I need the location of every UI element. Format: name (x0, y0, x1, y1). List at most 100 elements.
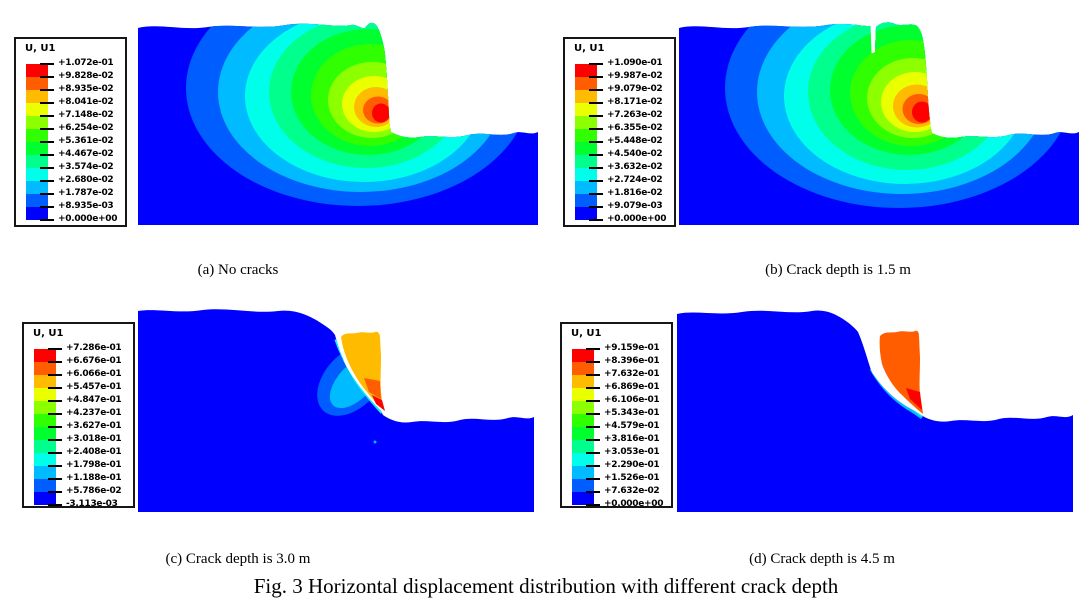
legend-tick (40, 63, 54, 65)
legend-colorbar: +7.286e-01 +6.676e-01 +6.066e-01 +5.457e-01… (34, 343, 132, 509)
legend-colorbar: +1.090e-01 +9.987e-02 +9.079e-02 +8.171e-02… (575, 58, 673, 224)
legend-tick (48, 400, 62, 402)
legend-color-swatch (572, 466, 594, 479)
legend-tick (48, 361, 62, 363)
legend-tick (589, 167, 603, 169)
legend-color-swatch (34, 453, 56, 466)
legend-color-swatch (575, 168, 597, 181)
legend-tick (586, 426, 600, 428)
legend-color-swatch (572, 453, 594, 466)
legend-tick (40, 180, 54, 182)
contour-plot-crack-3-0m (138, 309, 534, 512)
legend-tick (48, 478, 62, 480)
legend-tick (589, 141, 603, 143)
legend-color-swatch (572, 479, 594, 492)
legend-color-swatch (575, 64, 597, 77)
sliding-block-inner-band (364, 378, 381, 399)
legend-value: +1.526e-01 (604, 473, 660, 483)
legend-color-swatch (575, 155, 597, 168)
legend-tick (586, 465, 600, 467)
legend-tick (40, 154, 54, 156)
legend-value: +9.828e-02 (58, 71, 114, 81)
legend-color-swatch (26, 77, 48, 90)
legend-value: +3.632e-02 (607, 162, 663, 172)
legend-color-swatch (572, 375, 594, 388)
legend-color-swatch (34, 492, 56, 505)
legend-value: +0.000e+00 (604, 499, 664, 509)
legend-color-swatch (572, 362, 594, 375)
legend-color-swatch (575, 116, 597, 129)
caption-panel-d: (d) Crack depth is 4.5 m (749, 551, 895, 567)
legend-tick (40, 128, 54, 130)
legend-tick (589, 89, 603, 91)
legend-color-swatch (26, 155, 48, 168)
contour-plot-crack-4-5m (677, 310, 1073, 512)
legend-tick (589, 206, 603, 208)
legend-value: +5.343e-01 (604, 408, 660, 418)
legend-value: +3.018e-01 (66, 434, 122, 444)
legend-color-swatch (572, 492, 594, 505)
legend-color-swatch (26, 207, 48, 220)
legend-color-swatch (575, 142, 597, 155)
legend-value: +2.680e-02 (58, 175, 114, 185)
legend-value: +5.361e-02 (58, 136, 114, 146)
legend-tick (40, 89, 54, 91)
legend-tick (586, 400, 600, 402)
legend-value: +6.676e-01 (66, 356, 122, 366)
legend-tick (40, 219, 54, 221)
legend-color-swatch (34, 440, 56, 453)
legend-value: +0.000e+00 (58, 214, 118, 224)
legend-color-swatch (34, 375, 56, 388)
legend-tick (586, 452, 600, 454)
legend-tick (40, 206, 54, 208)
sliding-block-max-band (372, 395, 385, 411)
legend-tick (48, 491, 62, 493)
legend-color-swatch (34, 401, 56, 414)
legend-value: +7.632e-02 (604, 486, 660, 496)
legend-tick (586, 478, 600, 480)
legend-tick (48, 387, 62, 389)
legend-value: +9.159e-01 (604, 343, 660, 353)
legend-value: +7.263e-02 (607, 110, 663, 120)
legend-color-swatch (34, 427, 56, 440)
legend-tick (40, 115, 54, 117)
legend-color-swatch (34, 362, 56, 375)
legend-color-swatch (572, 401, 594, 414)
legend-tick (40, 102, 54, 104)
contour-band-max (912, 101, 932, 123)
legend-value: +2.724e-02 (607, 175, 663, 185)
legend-tick (40, 193, 54, 195)
legend-color-swatch (575, 129, 597, 142)
legend-value: +6.254e-02 (58, 123, 114, 133)
sliding-block-max-band (906, 388, 922, 410)
legend-tick (48, 465, 62, 467)
legend-tick (40, 141, 54, 143)
tension-crack-gap (870, 24, 875, 53)
legend-value: +1.816e-02 (607, 188, 663, 198)
legend-color-swatch (26, 64, 48, 77)
legend-value: +7.148e-02 (58, 110, 114, 120)
legend-value: +4.467e-02 (58, 149, 114, 159)
legend-tick (589, 63, 603, 65)
legend-color-swatch (575, 90, 597, 103)
legend-value: +6.869e-01 (604, 382, 660, 392)
legend-tick (586, 504, 600, 506)
legend-title: U, U1 (574, 43, 605, 54)
legend-color-swatch (34, 414, 56, 427)
legend-value: +2.408e-01 (66, 447, 122, 457)
legend-tick (589, 102, 603, 104)
legend-value: +4.237e-01 (66, 408, 122, 418)
legend-color-swatch (572, 388, 594, 401)
legend-value: +5.457e-01 (66, 382, 122, 392)
legend-tick (589, 193, 603, 195)
contour-plot-no-cracks (138, 22, 538, 225)
legend-value: +3.816e-01 (604, 434, 660, 444)
legend-value: +5.786e-02 (66, 486, 122, 496)
legend-tick (40, 167, 54, 169)
legend-value: +7.286e-01 (66, 343, 122, 353)
contour-band (677, 310, 1073, 512)
legend-value: +2.290e-01 (604, 460, 660, 470)
contour-plot-crack-1-5m (679, 22, 1079, 225)
legend-color-swatch (572, 349, 594, 362)
